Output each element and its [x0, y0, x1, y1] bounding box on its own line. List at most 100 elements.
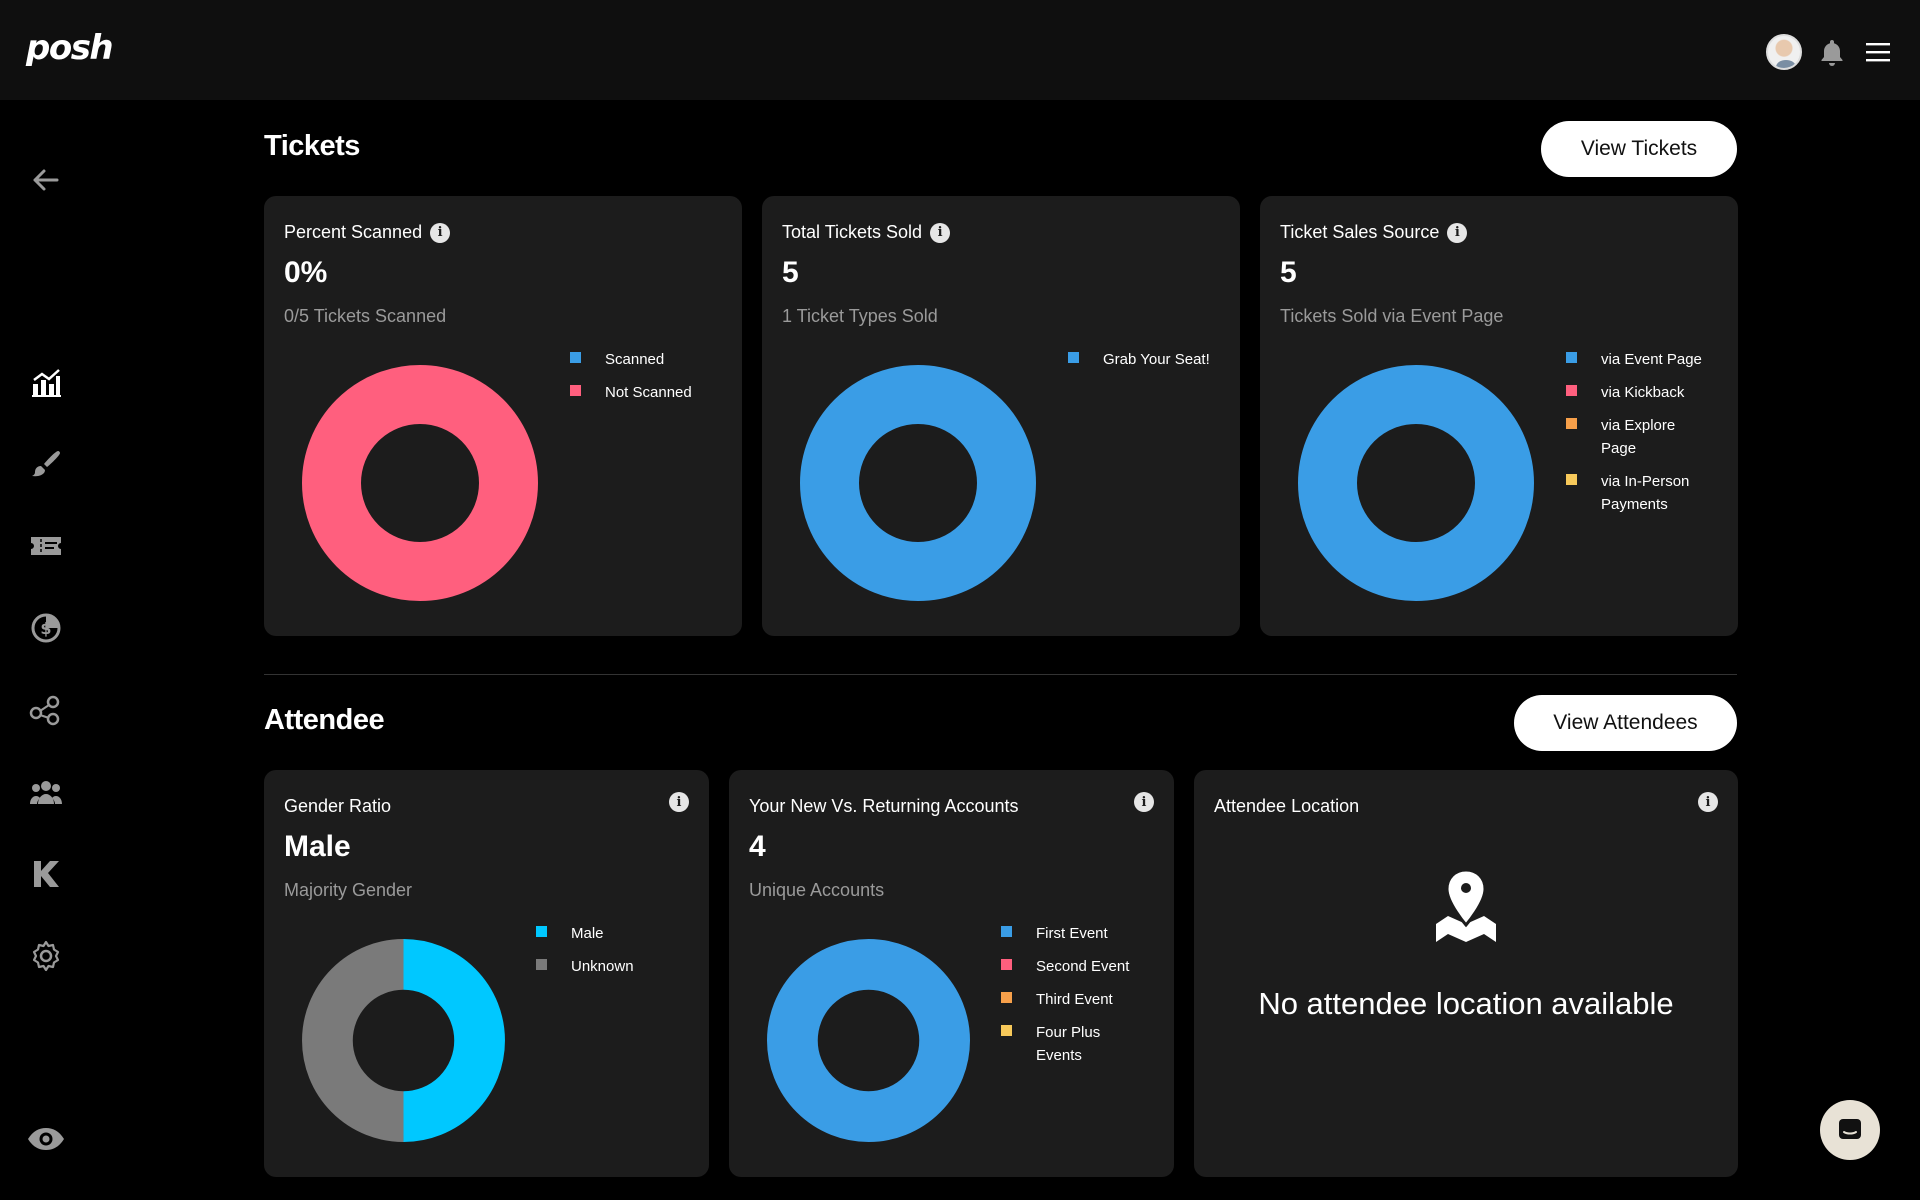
user-avatar[interactable] [1766, 34, 1802, 70]
card-value: 4 [749, 830, 766, 863]
chart-legend: Scanned Not Scanned [570, 348, 692, 414]
legend-label: Unknown [571, 958, 634, 975]
legend-swatch [1001, 959, 1012, 970]
donut-slice [402, 939, 505, 1142]
tickets-sold-donut [800, 365, 1036, 601]
legend-label: Second Event [1036, 958, 1130, 975]
ticket-icon[interactable] [26, 526, 66, 566]
chart-legend: Male Unknown [536, 922, 634, 988]
legend-item: Second Event [1001, 955, 1151, 978]
percent-scanned-card: Percent Scanned i 0% 0/5 Tickets Scanned… [264, 196, 742, 636]
hamburger-menu-icon[interactable] [1862, 36, 1894, 68]
legend-item: Scanned [570, 348, 692, 371]
legend-label: Four Plus Events [1036, 1024, 1101, 1064]
chat-support-button[interactable] [1820, 1100, 1880, 1160]
info-icon[interactable]: i [930, 222, 951, 243]
legend-label: via Kickback [1601, 384, 1685, 401]
donut-slice [1298, 365, 1534, 601]
chart-legend: via Event Page via Kickback via Explore … [1566, 348, 1716, 526]
legend-item: Male [536, 922, 634, 945]
top-right-actions [1766, 34, 1894, 70]
card-title: Ticket Sales Source [1280, 222, 1440, 242]
legend-item: Not Scanned [570, 381, 692, 404]
chat-bubble-icon [1839, 1119, 1861, 1139]
card-value: 0% [284, 256, 328, 289]
card-subtitle: Tickets Sold via Event Page [1280, 306, 1504, 326]
legend-label: Male [571, 925, 604, 942]
card-value: 5 [782, 256, 799, 289]
legend-item: Four Plus Events [1001, 1021, 1151, 1067]
legend-item: via In-Person Payments [1566, 470, 1716, 516]
donut-slice [800, 365, 1036, 601]
card-subtitle: Unique Accounts [749, 880, 885, 900]
card-subtitle: 1 Ticket Types Sold [782, 306, 938, 326]
legend-swatch [1566, 418, 1577, 429]
gender-ratio-donut [302, 939, 505, 1142]
view-tickets-button[interactable]: View Tickets [1541, 121, 1737, 177]
legend-label: via In-Person Payments [1601, 473, 1690, 513]
legend-label: via Explore Page [1601, 417, 1676, 457]
card-subtitle: 0/5 Tickets Scanned [284, 306, 447, 326]
revenue-dollar-icon[interactable]: $ [26, 608, 66, 648]
legend-swatch [1566, 385, 1577, 396]
bell-icon[interactable] [1816, 36, 1848, 68]
paintbrush-icon[interactable] [26, 444, 66, 484]
empty-location-message: No attendee location available [1258, 986, 1674, 1021]
svg-text:$: $ [40, 619, 51, 638]
info-icon[interactable]: i [1447, 222, 1468, 243]
legend-item: via Event Page [1566, 348, 1716, 371]
sales-source-donut [1298, 365, 1534, 601]
legend-item: First Event [1001, 922, 1151, 945]
legend-swatch [1566, 352, 1577, 363]
donut-slice [302, 939, 405, 1142]
legend-item: via Kickback [1566, 381, 1716, 404]
legend-label: Scanned [605, 351, 665, 368]
top-navbar: posh [0, 0, 1920, 100]
legend-swatch [1001, 926, 1012, 937]
donut-slice [767, 939, 970, 1142]
card-title-row: Ticket Sales Source i [1280, 222, 1468, 243]
card-title: Your New Vs. Returning Accounts [749, 796, 1019, 816]
attendees-group-icon[interactable] [26, 772, 66, 812]
info-icon[interactable]: i [669, 792, 689, 812]
attendee-section-title: Attendee [264, 704, 385, 736]
attendee-location-card: Attendee Location i No attendee location… [1194, 770, 1738, 1177]
accounts-donut [767, 939, 970, 1142]
legend-swatch [570, 352, 581, 363]
posh-logo[interactable]: posh [26, 28, 114, 68]
info-icon[interactable]: i [430, 222, 451, 243]
back-arrow-icon[interactable] [26, 160, 66, 200]
legend-swatch [1001, 1025, 1012, 1036]
info-icon[interactable]: i [1134, 792, 1154, 812]
legend-swatch [536, 926, 547, 937]
referral-network-icon[interactable] [26, 690, 66, 730]
card-title-row: Percent Scanned i [284, 222, 451, 243]
legend-label: Grab Your Seat! [1103, 351, 1210, 368]
legend-swatch [570, 385, 581, 396]
section-divider [264, 674, 1737, 675]
new-vs-returning-card: Your New Vs. Returning Accounts i 4 Uniq… [729, 770, 1174, 1177]
legend-label: First Event [1036, 925, 1108, 942]
analytics-chart-icon[interactable] [26, 362, 66, 402]
sidebar: $ [0, 100, 92, 1200]
card-subtitle: Majority Gender [284, 880, 413, 900]
legend-label: Third Event [1036, 991, 1113, 1008]
legend-swatch [1566, 474, 1577, 485]
preview-eye-icon[interactable] [26, 1119, 66, 1159]
card-title: Attendee Location [1214, 796, 1360, 816]
kickback-k-icon[interactable] [26, 854, 66, 894]
card-title-row: Total Tickets Sold i [782, 222, 951, 243]
card-title: Percent Scanned [284, 222, 423, 242]
settings-gear-icon[interactable] [26, 936, 66, 976]
tickets-section-title: Tickets [264, 130, 360, 162]
info-icon[interactable]: i [1698, 792, 1718, 812]
legend-item: via Explore Page [1566, 414, 1716, 460]
legend-item: Third Event [1001, 988, 1151, 1011]
legend-label: via Event Page [1601, 351, 1702, 368]
ticket-sales-source-card: Ticket Sales Source i 5 Tickets Sold via… [1260, 196, 1738, 636]
card-title: Gender Ratio [284, 796, 392, 816]
view-attendees-button[interactable]: View Attendees [1514, 695, 1737, 751]
legend-item: Unknown [536, 955, 634, 978]
legend-label: Not Scanned [605, 384, 692, 401]
chart-legend: First Event Second Event Third Event Fou… [1001, 922, 1151, 1077]
